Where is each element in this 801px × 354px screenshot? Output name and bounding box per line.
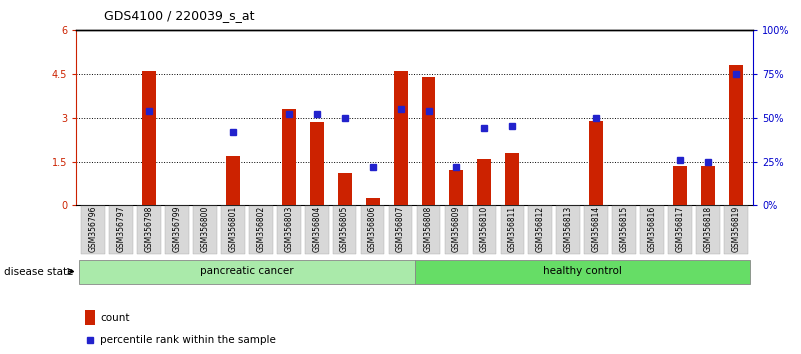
Bar — [337, 173, 352, 205]
FancyBboxPatch shape — [557, 206, 580, 254]
Text: pancreatic cancer: pancreatic cancer — [200, 266, 293, 276]
FancyBboxPatch shape — [640, 206, 664, 254]
Text: GSM356805: GSM356805 — [340, 206, 349, 252]
FancyBboxPatch shape — [304, 206, 328, 254]
Bar — [449, 170, 464, 205]
FancyBboxPatch shape — [473, 206, 497, 254]
FancyBboxPatch shape — [415, 260, 751, 284]
Bar — [673, 166, 687, 205]
FancyBboxPatch shape — [585, 206, 608, 254]
Bar — [310, 122, 324, 205]
FancyBboxPatch shape — [668, 206, 692, 254]
FancyBboxPatch shape — [332, 206, 356, 254]
FancyBboxPatch shape — [109, 206, 133, 254]
Text: GSM356797: GSM356797 — [116, 206, 125, 252]
Text: GSM356799: GSM356799 — [172, 206, 181, 252]
FancyBboxPatch shape — [78, 260, 415, 284]
Text: GSM356809: GSM356809 — [452, 206, 461, 252]
Text: GSM356811: GSM356811 — [508, 206, 517, 252]
FancyBboxPatch shape — [193, 206, 216, 254]
Bar — [505, 153, 519, 205]
FancyBboxPatch shape — [529, 206, 552, 254]
Bar — [226, 156, 239, 205]
FancyBboxPatch shape — [417, 206, 441, 254]
Bar — [365, 198, 380, 205]
Text: GSM356804: GSM356804 — [312, 206, 321, 252]
Text: GSM356810: GSM356810 — [480, 206, 489, 252]
FancyBboxPatch shape — [165, 206, 189, 254]
Text: GSM356819: GSM356819 — [731, 206, 741, 252]
Text: GSM356798: GSM356798 — [144, 206, 153, 252]
FancyBboxPatch shape — [360, 206, 384, 254]
Text: GSM356812: GSM356812 — [536, 206, 545, 252]
Bar — [85, 310, 95, 325]
FancyBboxPatch shape — [277, 206, 300, 254]
FancyBboxPatch shape — [388, 206, 413, 254]
FancyBboxPatch shape — [501, 206, 525, 254]
Text: GSM356818: GSM356818 — [704, 206, 713, 252]
Text: GSM356806: GSM356806 — [368, 206, 377, 252]
Text: GSM356802: GSM356802 — [256, 206, 265, 252]
Text: percentile rank within the sample: percentile rank within the sample — [100, 335, 276, 346]
Text: GSM356796: GSM356796 — [88, 206, 98, 252]
Bar — [590, 121, 603, 205]
Bar — [142, 71, 156, 205]
FancyBboxPatch shape — [249, 206, 272, 254]
Bar — [393, 71, 408, 205]
Text: GSM356817: GSM356817 — [676, 206, 685, 252]
Text: disease state: disease state — [4, 267, 74, 277]
Text: GSM356803: GSM356803 — [284, 206, 293, 252]
Bar — [421, 77, 436, 205]
Text: count: count — [100, 313, 130, 323]
Text: GSM356808: GSM356808 — [424, 206, 433, 252]
FancyBboxPatch shape — [221, 206, 244, 254]
FancyBboxPatch shape — [724, 206, 748, 254]
Text: GSM356813: GSM356813 — [564, 206, 573, 252]
FancyBboxPatch shape — [81, 206, 105, 254]
Text: GSM356807: GSM356807 — [396, 206, 405, 252]
FancyBboxPatch shape — [445, 206, 469, 254]
Bar — [729, 65, 743, 205]
Bar — [282, 109, 296, 205]
Text: GSM356801: GSM356801 — [228, 206, 237, 252]
Text: GSM356815: GSM356815 — [620, 206, 629, 252]
Text: GSM356814: GSM356814 — [592, 206, 601, 252]
FancyBboxPatch shape — [137, 206, 161, 254]
Bar — [701, 166, 715, 205]
Text: GDS4100 / 220039_s_at: GDS4100 / 220039_s_at — [104, 9, 255, 22]
Text: GSM356816: GSM356816 — [648, 206, 657, 252]
FancyBboxPatch shape — [613, 206, 636, 254]
FancyBboxPatch shape — [696, 206, 720, 254]
Text: healthy control: healthy control — [543, 266, 622, 276]
Text: GSM356800: GSM356800 — [200, 206, 209, 252]
Bar — [477, 159, 492, 205]
